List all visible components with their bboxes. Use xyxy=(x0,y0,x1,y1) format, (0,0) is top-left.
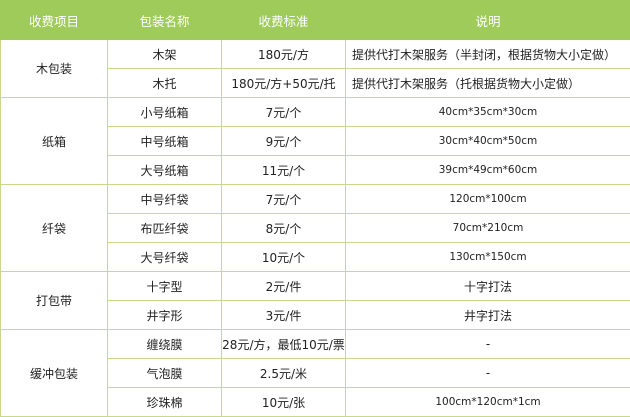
fee-cell: 180元/方 xyxy=(222,40,346,69)
description-cell: 十字打法 xyxy=(346,272,630,301)
description-cell: - xyxy=(346,330,630,359)
description-cell: 100cm*120cm*1cm xyxy=(346,388,630,417)
description-cell: 120cm*100cm xyxy=(346,185,630,214)
package-name-cell: 中号纸箱 xyxy=(108,127,222,156)
package-name-cell: 大号纸箱 xyxy=(108,156,222,185)
package-name-cell: 中号纤袋 xyxy=(108,185,222,214)
package-name-cell: 木托 xyxy=(108,69,222,98)
category-cell: 缓冲包装 xyxy=(1,330,108,417)
description-cell: 39cm*49cm*60cm xyxy=(346,156,630,185)
fee-cell: 10元/个 xyxy=(222,243,346,272)
package-name-cell: 大号纤袋 xyxy=(108,243,222,272)
description-cell: - xyxy=(346,359,630,388)
fee-cell: 3元/件 xyxy=(222,301,346,330)
header-package-name: 包装名称 xyxy=(108,1,222,40)
header-fee-standard: 收费标准 xyxy=(222,1,346,40)
fee-cell: 11元/个 xyxy=(222,156,346,185)
description-cell: 提供代打木架服务（托根据货物大小定做） xyxy=(346,69,630,98)
fee-cell: 10元/张 xyxy=(222,388,346,417)
package-name-cell: 布匹纤袋 xyxy=(108,214,222,243)
category-cell: 木包装 xyxy=(1,40,108,98)
header-row: 收费项目 包装名称 收费标准 说明 xyxy=(1,1,630,40)
description-cell: 30cm*40cm*50cm xyxy=(346,127,630,156)
fee-cell: 7元/个 xyxy=(222,98,346,127)
package-name-cell: 小号纸箱 xyxy=(108,98,222,127)
description-cell: 提供代打木架服务（半封闭，根据货物大小定做） xyxy=(346,40,630,69)
description-cell: 井字打法 xyxy=(346,301,630,330)
package-name-cell: 珍珠棉 xyxy=(108,388,222,417)
package-name-cell: 缠绕膜 xyxy=(108,330,222,359)
category-cell: 纤袋 xyxy=(1,185,108,272)
fee-cell: 7元/个 xyxy=(222,185,346,214)
category-cell: 打包带 xyxy=(1,272,108,330)
category-cell: 纸箱 xyxy=(1,98,108,185)
fee-cell: 2.5元/米 xyxy=(222,359,346,388)
fee-cell: 9元/个 xyxy=(222,127,346,156)
fee-cell: 2元/件 xyxy=(222,272,346,301)
fee-cell: 28元/方，最低10元/票 xyxy=(222,330,346,359)
fee-cell: 8元/个 xyxy=(222,214,346,243)
package-name-cell: 井字形 xyxy=(108,301,222,330)
package-name-cell: 十字型 xyxy=(108,272,222,301)
package-name-cell: 气泡膜 xyxy=(108,359,222,388)
description-cell: 130cm*150cm xyxy=(346,243,630,272)
package-name-cell: 木架 xyxy=(108,40,222,69)
header-description: 说明 xyxy=(346,1,630,40)
fee-cell: 180元/方+50元/托 xyxy=(222,69,346,98)
description-cell: 40cm*35cm*30cm xyxy=(346,98,630,127)
header-category: 收费项目 xyxy=(1,1,108,40)
description-cell: 70cm*210cm xyxy=(346,214,630,243)
